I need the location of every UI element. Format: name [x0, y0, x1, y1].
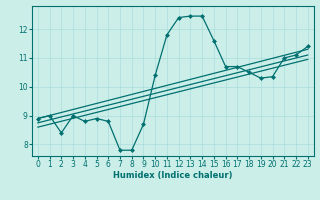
X-axis label: Humidex (Indice chaleur): Humidex (Indice chaleur): [113, 171, 233, 180]
